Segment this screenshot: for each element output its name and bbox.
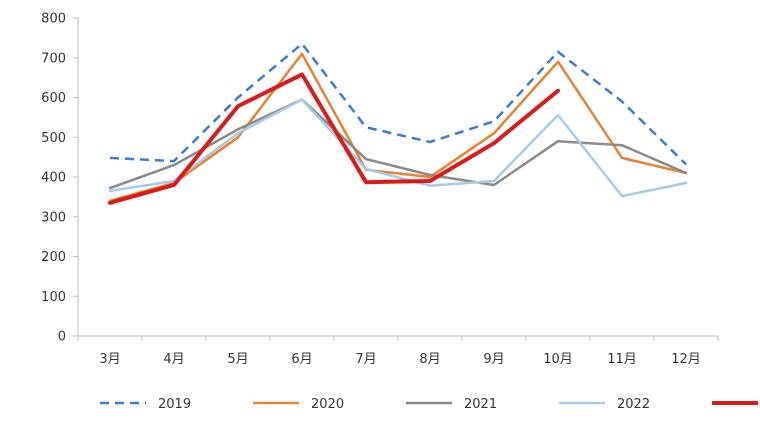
x-tick-label: 7月 [355,352,376,367]
x-tick-label: 5月 [227,352,248,367]
legend-label-2021: 2021 [464,397,497,412]
series-line-2022 [108,98,688,198]
x-tick-label: 8月 [419,352,440,367]
x-tick-label: 9月 [483,352,504,367]
legend-label-2020: 2020 [311,397,344,412]
legend: 20192020202120222023 [100,397,758,412]
legend-label-2019: 2019 [158,397,191,412]
x-tick-label: 6月 [291,352,312,367]
y-tick-label: 100 [41,290,66,305]
x-tick-label: 10月 [543,352,573,367]
series-line-2023 [108,72,560,205]
y-tick-label: 800 [41,12,66,27]
y-tick-label: 400 [41,171,66,186]
axes [73,17,719,341]
x-tick-label: 12月 [671,352,701,367]
series-lines [108,42,688,205]
x-tick-labels: 3月 4月 5月 6月 7月 8月 9月 10月 11月 12月 [99,352,700,367]
series-line-2019 [109,42,687,166]
x-tick-label: 4月 [163,352,184,367]
y-tick-label: 700 [41,51,66,66]
y-tick-labels: 0 100 200 300 400 500 600 700 800 [41,12,66,345]
y-tick-label: 500 [41,131,66,146]
x-tick-label: 3月 [99,352,120,367]
series-line-2020 [108,52,688,203]
y-tick-label: 600 [41,91,66,106]
y-tick-label: 300 [41,210,66,225]
y-tick-label: 200 [41,250,66,265]
x-tick-label: 11月 [607,352,637,367]
series-line-2021 [108,98,688,190]
legend-label-2022: 2022 [617,397,650,412]
y-tick-label: 0 [58,330,66,345]
